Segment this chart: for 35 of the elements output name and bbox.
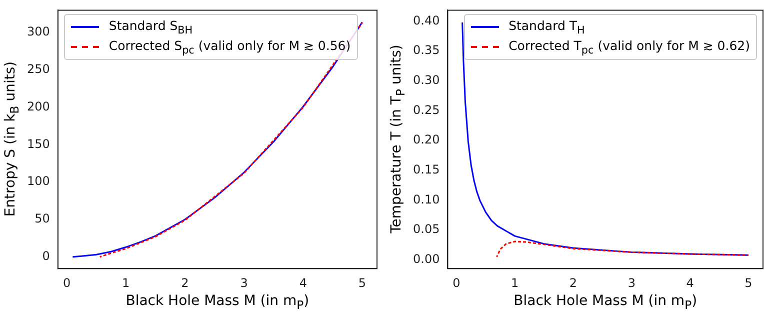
y-tick-label: 0.25 bbox=[413, 102, 440, 117]
y-tick-label: 50 bbox=[34, 212, 50, 226]
x-tick-label: 0 bbox=[452, 276, 460, 290]
y-tick-label: 0.35 bbox=[413, 43, 440, 58]
y-tick-label: 0.15 bbox=[413, 162, 440, 177]
y-tick-label: 200 bbox=[27, 99, 50, 114]
legend-label: Corrected T$_{pc}$ (valid only for M ≳ 0.62) bbox=[508, 38, 750, 56]
y-tick-label: 0.40 bbox=[413, 13, 440, 28]
x-tick-label: 4 bbox=[299, 276, 307, 290]
y-tick-label: 300 bbox=[27, 24, 50, 39]
y-tick-label: 100 bbox=[27, 174, 50, 188]
y-tick-label: 0.20 bbox=[413, 132, 440, 147]
y-tick-label: 0.30 bbox=[413, 73, 440, 88]
x-tick-label: 5 bbox=[358, 276, 366, 290]
x-tick-label: 5 bbox=[744, 276, 752, 290]
x-tick-label: 3 bbox=[628, 276, 636, 290]
legend-label: Standard T$_{H}$ bbox=[508, 18, 585, 36]
x-tick-label: 1 bbox=[511, 276, 519, 290]
y-tick-label: 250 bbox=[27, 62, 50, 76]
legend-label: Corrected S$_{pc}$ (valid only for M ≳ 0.56) bbox=[108, 38, 351, 56]
x-tick-label: 2 bbox=[569, 276, 578, 290]
x-tick-label: 3 bbox=[240, 276, 248, 290]
x-axis-title: Black Hole Mass M (in m$_{P}$) bbox=[514, 293, 698, 312]
legend-label: Standard S$_{BH}$ bbox=[108, 18, 193, 36]
x-tick-label: 1 bbox=[122, 276, 130, 290]
line-series bbox=[496, 240, 750, 258]
x-tick-label: 4 bbox=[686, 276, 694, 290]
x-tick-label: 2 bbox=[181, 276, 189, 290]
y-tick-label: 0 bbox=[42, 248, 50, 263]
y-tick-label: 150 bbox=[27, 136, 50, 151]
x-tick-label: 0 bbox=[62, 276, 71, 290]
y-tick-label: 0.10 bbox=[413, 192, 440, 206]
y-tick-label: 0.05 bbox=[413, 222, 440, 236]
y-tick-label: 0.00 bbox=[413, 252, 440, 266]
x-axis-title: Black Hole Mass M (in m$_{P}$) bbox=[126, 293, 310, 312]
